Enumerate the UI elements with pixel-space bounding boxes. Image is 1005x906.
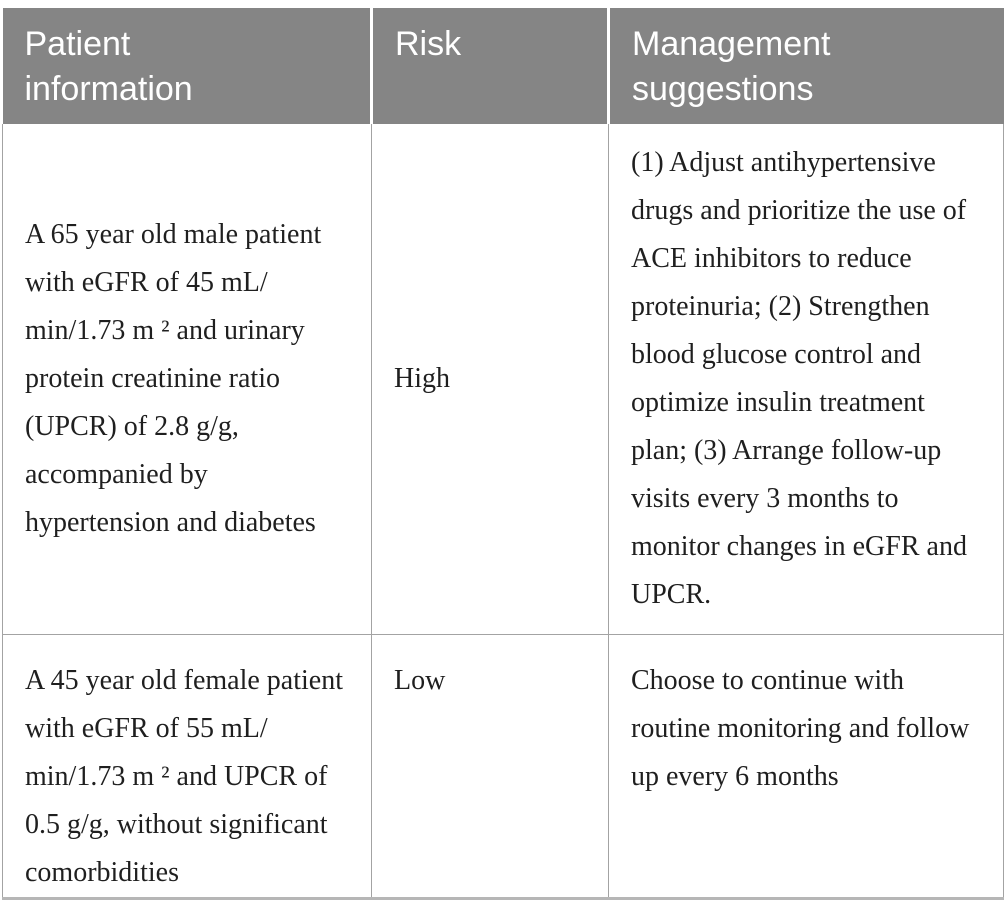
table-row-high-risk: A 65 year old male patient with eGFR of … xyxy=(2,124,1004,635)
cell-risk-2: Low xyxy=(371,633,609,900)
header-cell-patient-information: Patient information xyxy=(2,8,373,124)
table-row-low-risk: A 45 year old female patient with eGFR o… xyxy=(2,633,1004,900)
cell-risk-1: High xyxy=(371,124,609,635)
cell-management-2: Choose to continue with routine monitori… xyxy=(608,633,1004,900)
header-cell-management-suggestions: Management suggestions xyxy=(608,8,1004,124)
header-cell-risk: Risk xyxy=(371,8,610,124)
cell-patient-info-1: A 65 year old male patient with eGFR of … xyxy=(2,124,372,635)
cell-patient-info-2: A 45 year old female patient with eGFR o… xyxy=(2,633,372,900)
header-row: Patient information Risk Management sugg… xyxy=(2,8,1004,124)
cell-management-1: (1) Adjust antihypertensive drugs and pr… xyxy=(608,124,1004,635)
table-header: Patient information Risk Management sugg… xyxy=(2,8,1004,124)
table-body: A 65 year old male patient with eGFR of … xyxy=(2,124,1004,900)
patient-risk-management-table: Patient information Risk Management sugg… xyxy=(2,8,1004,900)
